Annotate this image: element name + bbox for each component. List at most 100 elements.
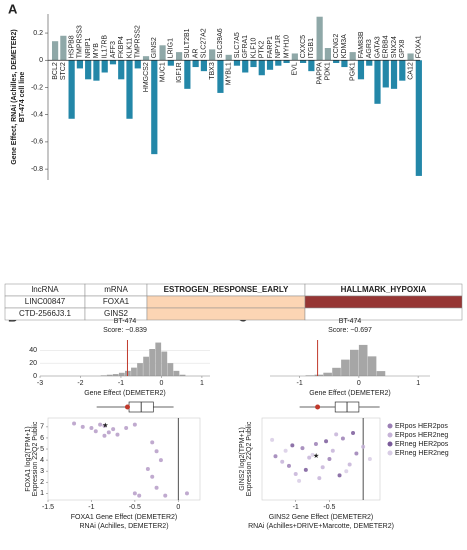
point [280, 459, 285, 464]
bar-label: AFF3 [110, 41, 117, 58]
bar [192, 60, 199, 68]
point [145, 466, 150, 471]
hist-bar [131, 367, 137, 376]
x-tick-label: -0.5 [129, 504, 141, 511]
bar [101, 60, 108, 73]
point [283, 448, 288, 453]
bar-label: CCNG2 [333, 34, 340, 59]
table-header: lncRNA [31, 285, 59, 294]
bar-label: LRIG1 [168, 38, 175, 58]
bar [300, 60, 307, 63]
point [313, 441, 318, 446]
point [297, 478, 302, 483]
point [102, 423, 107, 428]
point [300, 446, 305, 451]
bar [93, 60, 100, 81]
x-axis-label: RNAi (Achilles, DEMETER2) [79, 523, 168, 530]
point [270, 437, 275, 442]
x-tick-label: -2 [77, 380, 83, 387]
bar-label: CXXC5 [300, 35, 307, 58]
bar [266, 60, 274, 70]
bar-label: NRIP1 [85, 38, 92, 59]
bar [242, 60, 249, 73]
y-tick-label: 0 [33, 373, 37, 380]
hist-bar [332, 367, 341, 376]
point [132, 422, 137, 427]
legend-swatch [387, 450, 393, 456]
hist-title: BT-474 [339, 318, 362, 325]
bar [407, 53, 414, 61]
bar-label: KDM3A [341, 34, 348, 58]
bar-label: SNX24 [391, 36, 398, 58]
bar [60, 35, 67, 61]
hist-bar [161, 351, 168, 376]
y-axis-label: Expression 22Q2 Public [246, 421, 253, 496]
bar-label: ERBB4 [383, 35, 390, 58]
bar-label: MYBL1 [226, 62, 233, 85]
x-tick-label: 1 [416, 380, 420, 387]
y-tick-label: 4 [40, 457, 44, 464]
bar [225, 54, 232, 61]
bar [258, 60, 265, 76]
point [132, 491, 137, 496]
bar-label: PDK1 [325, 62, 332, 80]
bar-label: GPX8 [399, 39, 406, 58]
bar-label: FOXA1 [416, 35, 423, 58]
hist-bar [112, 374, 119, 376]
bar [159, 45, 166, 61]
hist-bar [341, 359, 350, 376]
hist-bar [167, 363, 174, 376]
table-cell-text: FOXA1 [103, 297, 130, 306]
table-cell [304, 307, 463, 321]
bar-label: HMGCS2 [143, 62, 150, 92]
bar-label: GFRA1 [242, 35, 249, 58]
point [93, 429, 98, 434]
bar-label: KLF10 [250, 38, 257, 59]
x-tick-label: -1 [297, 380, 303, 387]
bar [283, 60, 290, 63]
y-axis-label: BT-474 cell line [19, 72, 26, 123]
point [150, 440, 155, 445]
bar-label: MUC1 [159, 62, 166, 82]
bar-label: SLC27A2 [201, 28, 208, 58]
bar [142, 56, 150, 61]
bar-label: ITGB1 [308, 38, 315, 58]
hist-bar [314, 374, 324, 376]
bar-label: KLK11 [126, 38, 133, 59]
bar [151, 60, 158, 155]
bar-label: GATA3 [374, 36, 381, 58]
point [102, 433, 107, 438]
bar [374, 60, 381, 104]
bar [217, 60, 224, 93]
hist-bar [367, 356, 377, 376]
point [290, 443, 295, 448]
star-point: ★ [102, 422, 108, 430]
y-tick-label: 1 [40, 490, 44, 497]
y-tick-label: 0 [39, 57, 43, 64]
point [286, 463, 291, 468]
y-tick-label: -0.6 [31, 139, 43, 146]
point [158, 458, 163, 463]
bar-label: IL17RB [102, 35, 109, 59]
x-axis-label: GINS2 Gene Effect (DEMETER2) [269, 514, 374, 521]
hist-bar [137, 363, 143, 376]
plot-frame [47, 417, 201, 501]
table-header: HALLMARK_HYPOXIA [341, 285, 427, 294]
x-tick-label: 0 [159, 380, 163, 387]
bar-label: EVL [292, 62, 299, 75]
y-tick-label: 7 [40, 424, 44, 431]
y-tick-label: 0.2 [33, 30, 43, 37]
score-dot [315, 404, 321, 410]
point [150, 474, 155, 479]
bar [366, 60, 373, 66]
hist-bar [149, 349, 156, 376]
bar [324, 48, 331, 61]
legend-label: ERneg HER2pos [395, 441, 449, 448]
y-tick-label: 3 [40, 468, 44, 475]
bar-label: GINS2 [151, 37, 158, 58]
y-tick-label: 20 [29, 360, 37, 367]
point [317, 476, 322, 481]
point [310, 452, 315, 457]
hist-title: BT-474 [114, 318, 137, 325]
